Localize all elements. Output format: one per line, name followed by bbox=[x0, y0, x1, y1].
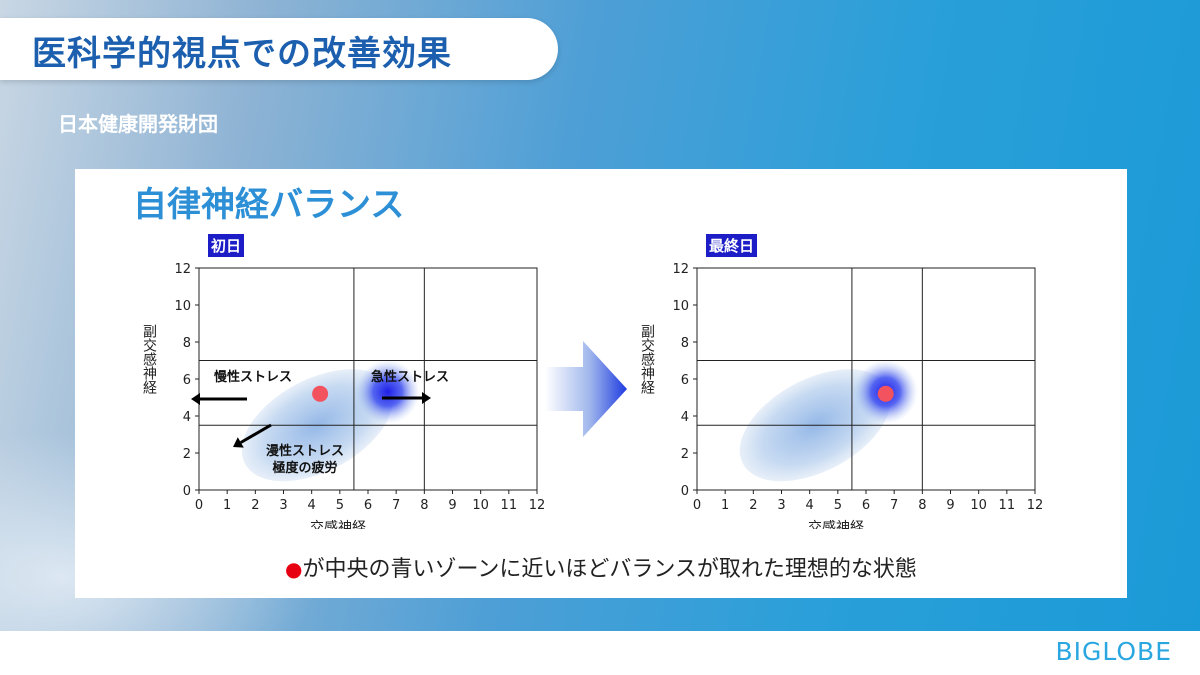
y-tick-label: 2 bbox=[681, 447, 689, 462]
arrow-head-icon bbox=[422, 392, 431, 404]
y-tick-label: 6 bbox=[681, 373, 689, 388]
y-tick-label: 10 bbox=[174, 299, 191, 314]
x-tick-label: 10 bbox=[970, 498, 987, 513]
x-tick-label: 4 bbox=[308, 498, 316, 513]
caption: ●が中央の青いゾーンに近いほどバランスが取れた理想的な状態 bbox=[285, 551, 917, 583]
organization-name: 日本健康開発財団 bbox=[58, 112, 218, 136]
x-tick-label: 7 bbox=[392, 498, 400, 513]
x-tick-label: 3 bbox=[777, 498, 785, 513]
data-point bbox=[312, 385, 329, 402]
x-tick-label: 8 bbox=[420, 498, 428, 513]
chart-final-day: 0 1 2 3 4 5 6 7 8 9 10 11 12 0 2 4 6 8 10 12 交感神経 副交感神経 最終日 bbox=[633, 234, 1053, 536]
chart-day1: 0 1 2 3 4 5 6 7 8 9 10 11 12 0 2 4 6 8 10 12 交感神経 副交感神経 慢性ストレス… bbox=[135, 234, 555, 536]
x-tick-label: 4 bbox=[806, 498, 814, 513]
panel-title: 自律神経バランス bbox=[133, 185, 405, 225]
content-panel: 自律神経バランス 0 1 2 3 4 5 6 7 8 9 10 11 12 0 2 4 6 8 10 12 交感神経 副交… bbox=[75, 169, 1127, 598]
x-tick-label: 2 bbox=[251, 498, 259, 513]
title-banner: 医科学的視点での改善効果 bbox=[0, 18, 558, 80]
y-tick-label: 10 bbox=[672, 299, 689, 314]
chart-day1-label: 初日 bbox=[208, 234, 245, 257]
chart-final-day-label: 最終日 bbox=[706, 234, 758, 257]
annotation-arrow bbox=[240, 423, 272, 444]
x-tick-label: 1 bbox=[223, 498, 231, 513]
annotation-label: 急性ストレス bbox=[371, 369, 449, 385]
y-tick-label: 0 bbox=[681, 484, 689, 499]
x-tick-label: 3 bbox=[279, 498, 287, 513]
x-tick-label: 9 bbox=[946, 498, 954, 513]
x-tick-label: 7 bbox=[890, 498, 898, 513]
x-tick-label: 11 bbox=[999, 498, 1016, 513]
y-tick-label: 12 bbox=[174, 262, 191, 277]
x-tick-label: 5 bbox=[834, 498, 842, 513]
y-tick-label: 8 bbox=[183, 336, 191, 351]
x-tick-label: 2 bbox=[749, 498, 757, 513]
y-tick-label: 4 bbox=[183, 410, 191, 425]
y-axis-label: 副交感神経 bbox=[639, 324, 655, 394]
y-tick-label: 4 bbox=[681, 410, 689, 425]
x-tick-label: 11 bbox=[501, 498, 518, 513]
arrow-head-icon bbox=[191, 393, 200, 405]
annotation-label: 極度の疲労 bbox=[271, 460, 337, 476]
red-dot-icon: ● bbox=[285, 557, 303, 581]
annotation-label: 慢性ストレス bbox=[214, 369, 292, 385]
x-tick-label: 0 bbox=[693, 498, 701, 513]
caption-text: が中央の青いゾーンに近いほどバランスが取れた理想的な状態 bbox=[302, 557, 917, 582]
y-axis-label: 副交感神経 bbox=[141, 324, 157, 394]
x-axis-label: 交感神経 bbox=[310, 519, 366, 529]
x-tick-label: 6 bbox=[862, 498, 870, 513]
y-tick-label: 6 bbox=[183, 373, 191, 388]
x-tick-label: 0 bbox=[195, 498, 203, 513]
page-title: 医科学的視点での改善効果 bbox=[32, 34, 452, 74]
x-tick-label: 1 bbox=[721, 498, 729, 513]
y-tick-label: 12 bbox=[672, 262, 689, 277]
x-tick-label: 6 bbox=[364, 498, 372, 513]
x-tick-label: 8 bbox=[918, 498, 926, 513]
y-tick-label: 2 bbox=[183, 447, 191, 462]
annotation-label: 漫性ストレス bbox=[266, 443, 344, 459]
biglobe-logo: BIGLOBE bbox=[1055, 637, 1172, 666]
x-tick-label: 12 bbox=[1027, 498, 1044, 513]
x-axis-label: 交感神経 bbox=[808, 519, 864, 529]
arrow-head-icon bbox=[233, 437, 244, 448]
y-tick-label: 0 bbox=[183, 484, 191, 499]
y-tick-label: 8 bbox=[681, 336, 689, 351]
center-zone bbox=[355, 359, 420, 424]
x-tick-label: 9 bbox=[448, 498, 456, 513]
x-tick-label: 10 bbox=[472, 498, 489, 513]
x-tick-label: 5 bbox=[336, 498, 344, 513]
x-tick-label: 12 bbox=[529, 498, 546, 513]
footer: BIGLOBE bbox=[0, 631, 1200, 675]
data-point bbox=[877, 385, 894, 402]
transition-arrow-icon bbox=[545, 341, 627, 437]
